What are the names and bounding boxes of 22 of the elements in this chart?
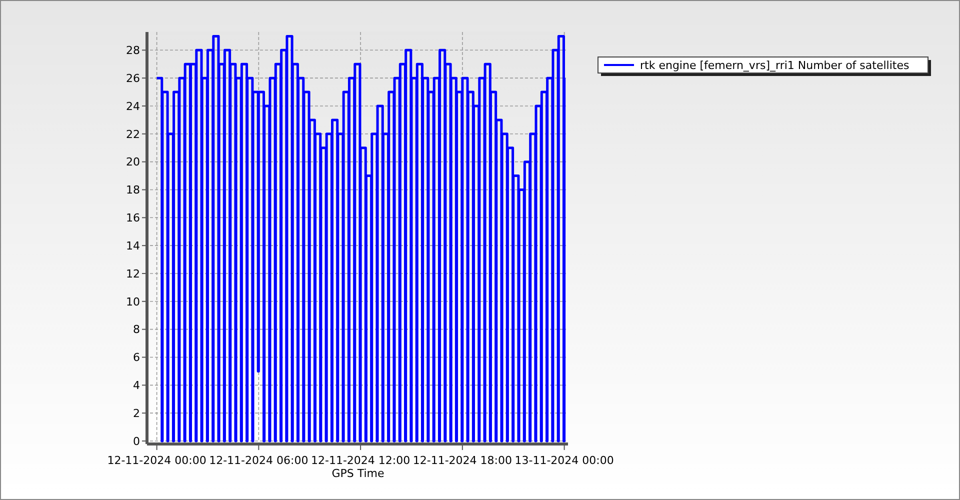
- y-tick-label: 20: [126, 156, 140, 169]
- y-tick-label: 10: [126, 295, 140, 308]
- y-tick-label: 2: [133, 406, 140, 420]
- y-tick-label: 16: [126, 212, 140, 225]
- x-tick-label: 12-11-2024 06:00: [209, 454, 308, 467]
- y-tick-label: 4: [133, 379, 140, 392]
- x-tick-label: 12-11-2024 12:00: [310, 454, 410, 467]
- y-tick-label: 24: [126, 100, 140, 113]
- y-tick-label: 12: [126, 267, 140, 280]
- x-axis-title: GPS Time: [332, 467, 385, 480]
- y-tick-label: 18: [126, 184, 140, 197]
- x-tick-label: 12-11-2024 18:00: [412, 454, 512, 467]
- y-tick-label: 22: [126, 128, 140, 141]
- y-tick-label: 0: [133, 434, 140, 448]
- x-tick-label: 12-11-2024 00:00: [107, 454, 206, 467]
- y-tick-label: 6: [133, 351, 140, 364]
- y-tick-label: 28: [126, 44, 140, 57]
- x-tick-label: 13-11-2024 00:00: [514, 454, 614, 467]
- legend-label: rtk engine [femern_vrs]_rri1 Number of satellites: [640, 58, 910, 72]
- y-tick-label: 8: [133, 323, 140, 336]
- y-tick-label: 14: [126, 239, 140, 252]
- y-tick-label: 26: [126, 72, 140, 85]
